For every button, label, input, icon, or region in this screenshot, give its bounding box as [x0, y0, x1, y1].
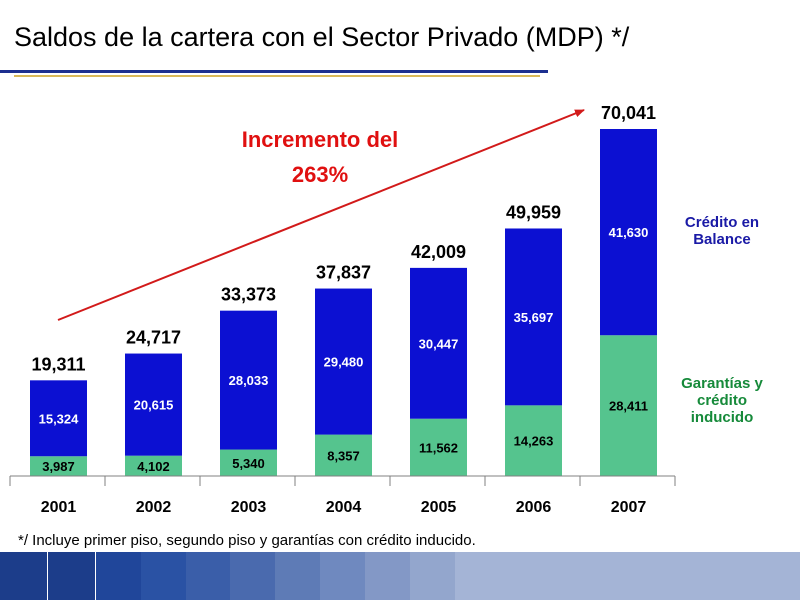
label-guarantees-2002: 4,102: [137, 459, 170, 474]
label-total-2001: 19,311: [31, 354, 85, 374]
footer-block: [409, 552, 455, 600]
label-guarantees-2006: 14,263: [514, 434, 554, 449]
footer-block: [275, 552, 321, 600]
label-total-2005: 42,009: [411, 242, 466, 262]
bar-credit-2001: [30, 380, 87, 457]
label-total-2003: 33,373: [221, 285, 276, 305]
annotation-line-1: Incremento del: [242, 127, 398, 152]
growth-arrow: [57, 109, 585, 321]
label-credit-2002: 20,615: [134, 398, 174, 413]
bar-guarantees-2007: [600, 335, 657, 476]
legend-guarantees-line-3: inducido: [691, 409, 754, 426]
annotation-line-2: 263%: [292, 162, 348, 187]
label-total-2007: 70,041: [601, 103, 656, 123]
label-guarantees-2003: 5,340: [232, 456, 265, 471]
footer-block: [0, 552, 48, 600]
label-guarantees-2004: 8,357: [327, 448, 360, 463]
legend-guarantees-line-1: Garantías y: [681, 375, 763, 392]
footer-block: [47, 552, 96, 600]
label-credit-2005: 30,447: [419, 336, 459, 351]
bar-guarantees-2005: [410, 418, 467, 476]
label-credit-2003: 28,033: [229, 373, 269, 388]
stacked-bar-chart: Incremento del 263% 3,987 15,324 19,311 4,1…: [9, 103, 764, 516]
label-total-2006: 49,959: [506, 202, 561, 222]
tick-label-2005: 2005: [421, 499, 457, 516]
tick-label-2003: 2003: [231, 499, 267, 516]
bar-guarantees-2003: [220, 449, 277, 476]
tick-label-2006: 2006: [516, 499, 552, 516]
legend-credit-line-1: Crédito en: [685, 214, 759, 231]
tick-label-2004: 2004: [326, 499, 362, 516]
legend-credit-line-2: Balance: [693, 231, 751, 248]
footer-band: [0, 552, 800, 600]
footer-block: [185, 552, 231, 600]
label-credit-2001: 15,324: [39, 411, 80, 426]
bar-guarantees-2004: [315, 434, 372, 476]
label-guarantees-2005: 11,562: [419, 440, 458, 455]
page-title: Saldos de la cartera con el Sector Priva…: [14, 22, 630, 52]
bar-credit-2002: [125, 353, 182, 456]
label-guarantees-2007: 28,411: [609, 399, 648, 414]
bar-guarantees-2006: [505, 405, 562, 476]
tick-label-2002: 2002: [136, 499, 172, 516]
bar-credit-2006: [505, 228, 562, 406]
title-accent-line: [14, 75, 540, 77]
bar-credit-2005: [410, 267, 467, 419]
label-credit-2004: 29,480: [324, 355, 364, 370]
tick-label-2007: 2007: [611, 499, 647, 516]
footer-block: [365, 552, 410, 600]
footer-block: [320, 552, 366, 600]
label-total-2004: 37,837: [316, 263, 371, 283]
legend-guarantees-line-2: crédito: [697, 392, 747, 409]
bar-guarantees-2001: [30, 456, 87, 476]
label-credit-2007: 41,630: [609, 225, 649, 240]
title-underline: [0, 70, 548, 73]
bar-credit-2003: [220, 310, 277, 450]
bar-guarantees-2002: [125, 455, 182, 476]
bar-credit-2007: [600, 129, 657, 336]
footer-block: [95, 552, 141, 600]
footnote: */ Incluye primer piso, segundo piso y g…: [18, 532, 476, 549]
tick-label-2001: 2001: [41, 499, 77, 516]
label-total-2002: 24,717: [126, 328, 181, 348]
footer-block: [230, 552, 276, 600]
bar-credit-2004: [315, 288, 372, 435]
footer-block: [140, 552, 186, 600]
label-credit-2006: 35,697: [514, 310, 554, 325]
label-guarantees-2001: 3,987: [42, 459, 75, 474]
footer-block: [454, 552, 800, 600]
